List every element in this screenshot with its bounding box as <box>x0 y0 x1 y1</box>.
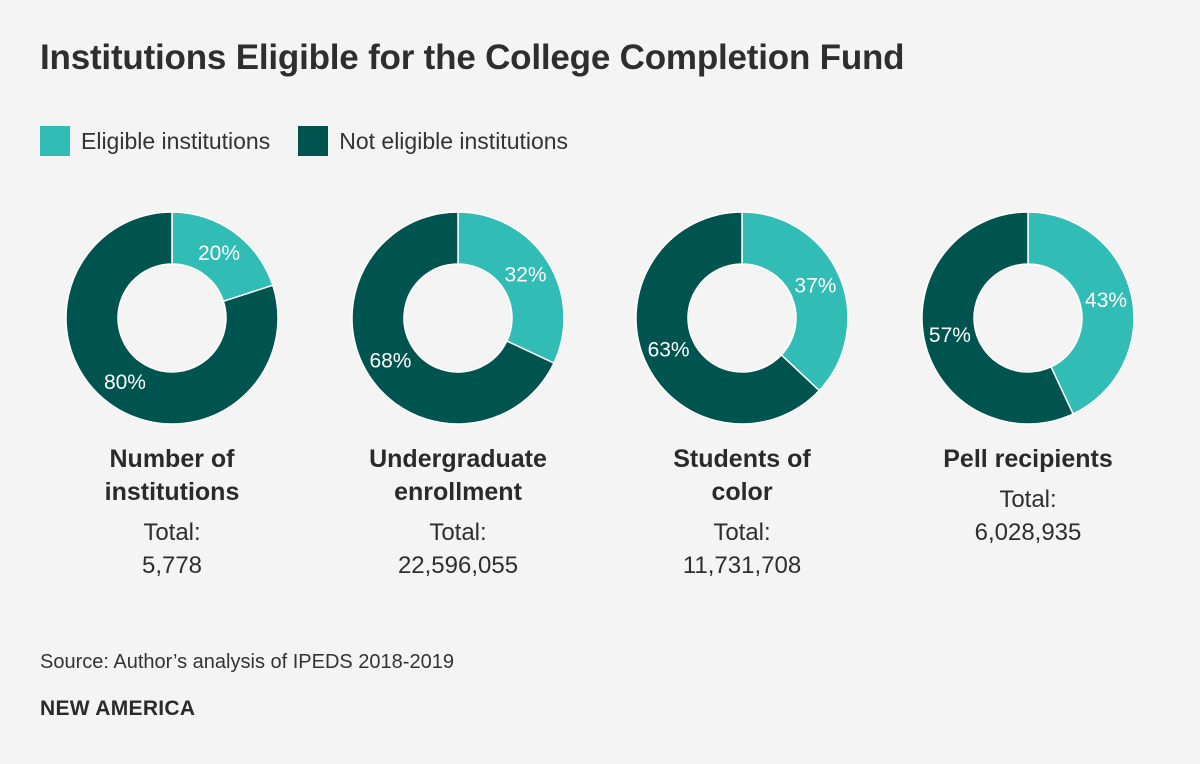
donut-students-of-color: 37% 63% <box>635 211 849 425</box>
caption-undergraduate-enrollment: Undergraduate enrollment Total: 22,596,055 <box>343 443 573 582</box>
legend-swatch-not-eligible <box>298 126 329 156</box>
slice-eligible-institutions <box>457 211 565 365</box>
caption-title-line: institutions <box>104 478 240 506</box>
caption-title-line: Undergraduate <box>369 445 547 473</box>
caption-total-label: Total: <box>713 519 771 546</box>
legend-swatch-eligible <box>40 126 70 156</box>
caption-number-of-institutions: Number of institutions Total: 5,778 <box>57 443 287 582</box>
slice-label-not-eligible-institutions: 80% <box>104 371 146 394</box>
slice-not-eligible-institutions <box>351 211 555 425</box>
slice-not-eligible-institutions <box>65 211 279 425</box>
slice-label-not-eligible-institutions: 63% <box>648 338 690 361</box>
slice-not-eligible-institutions <box>635 211 821 425</box>
source-note: Source: Author’s analysis of IPEDS 2018-… <box>40 651 454 673</box>
caption-title-line: Number of <box>109 445 235 473</box>
caption-total-label: Total: <box>429 519 487 546</box>
slice-eligible-institutions <box>171 211 274 303</box>
caption-title-line: Students of <box>673 445 811 473</box>
caption-title-line: enrollment <box>394 478 522 506</box>
caption-total-value: 5,778 <box>141 552 203 579</box>
slice-not-eligible-institutions <box>921 211 1075 425</box>
caption-total-value: 11,731,708 <box>682 552 802 579</box>
caption-total-value: 6,028,935 <box>974 519 1082 546</box>
slice-label-eligible-institutions: 43% <box>1085 289 1127 312</box>
legend-label-not-eligible: Not eligible institutions <box>339 127 569 154</box>
legend-label-eligible: Eligible institutions <box>81 127 271 154</box>
slice-eligible-institutions <box>741 211 849 392</box>
slice-label-eligible-institutions: 32% <box>505 264 547 287</box>
caption-total-label: Total: <box>143 519 201 546</box>
slice-label-not-eligible-institutions: 68% <box>369 349 411 372</box>
caption-total-label: Total: <box>999 486 1057 513</box>
legend: Eligible institutions Not eligible insti… <box>40 126 596 156</box>
caption-pell-recipients: Pell recipients Total: 6,028,935 <box>913 443 1143 549</box>
donut-undergraduate-enrollment: 32% 68% <box>351 211 565 425</box>
slice-eligible-institutions <box>1027 211 1135 415</box>
slice-label-not-eligible-institutions: 57% <box>929 324 971 347</box>
legend-item-eligible: Eligible institutions <box>40 126 270 156</box>
caption-total-value: 22,596,055 <box>397 552 519 579</box>
caption-title-line: color <box>711 478 773 506</box>
slice-label-eligible-institutions: 20% <box>198 242 240 265</box>
donut-number-of-institutions: 20% 80% <box>65 211 279 425</box>
donut-pell-recipients: 43% 57% <box>921 211 1135 425</box>
brand-logo-text: NEW AMERICA <box>40 697 196 720</box>
slice-label-eligible-institutions: 37% <box>794 275 836 298</box>
legend-item-not-eligible: Not eligible institutions <box>298 126 568 156</box>
chart-title: Institutions Eligible for the College Co… <box>40 38 905 77</box>
caption-students-of-color: Students of color Total: 11,731,708 <box>627 443 857 582</box>
caption-title-line: Pell recipients <box>943 445 1113 473</box>
